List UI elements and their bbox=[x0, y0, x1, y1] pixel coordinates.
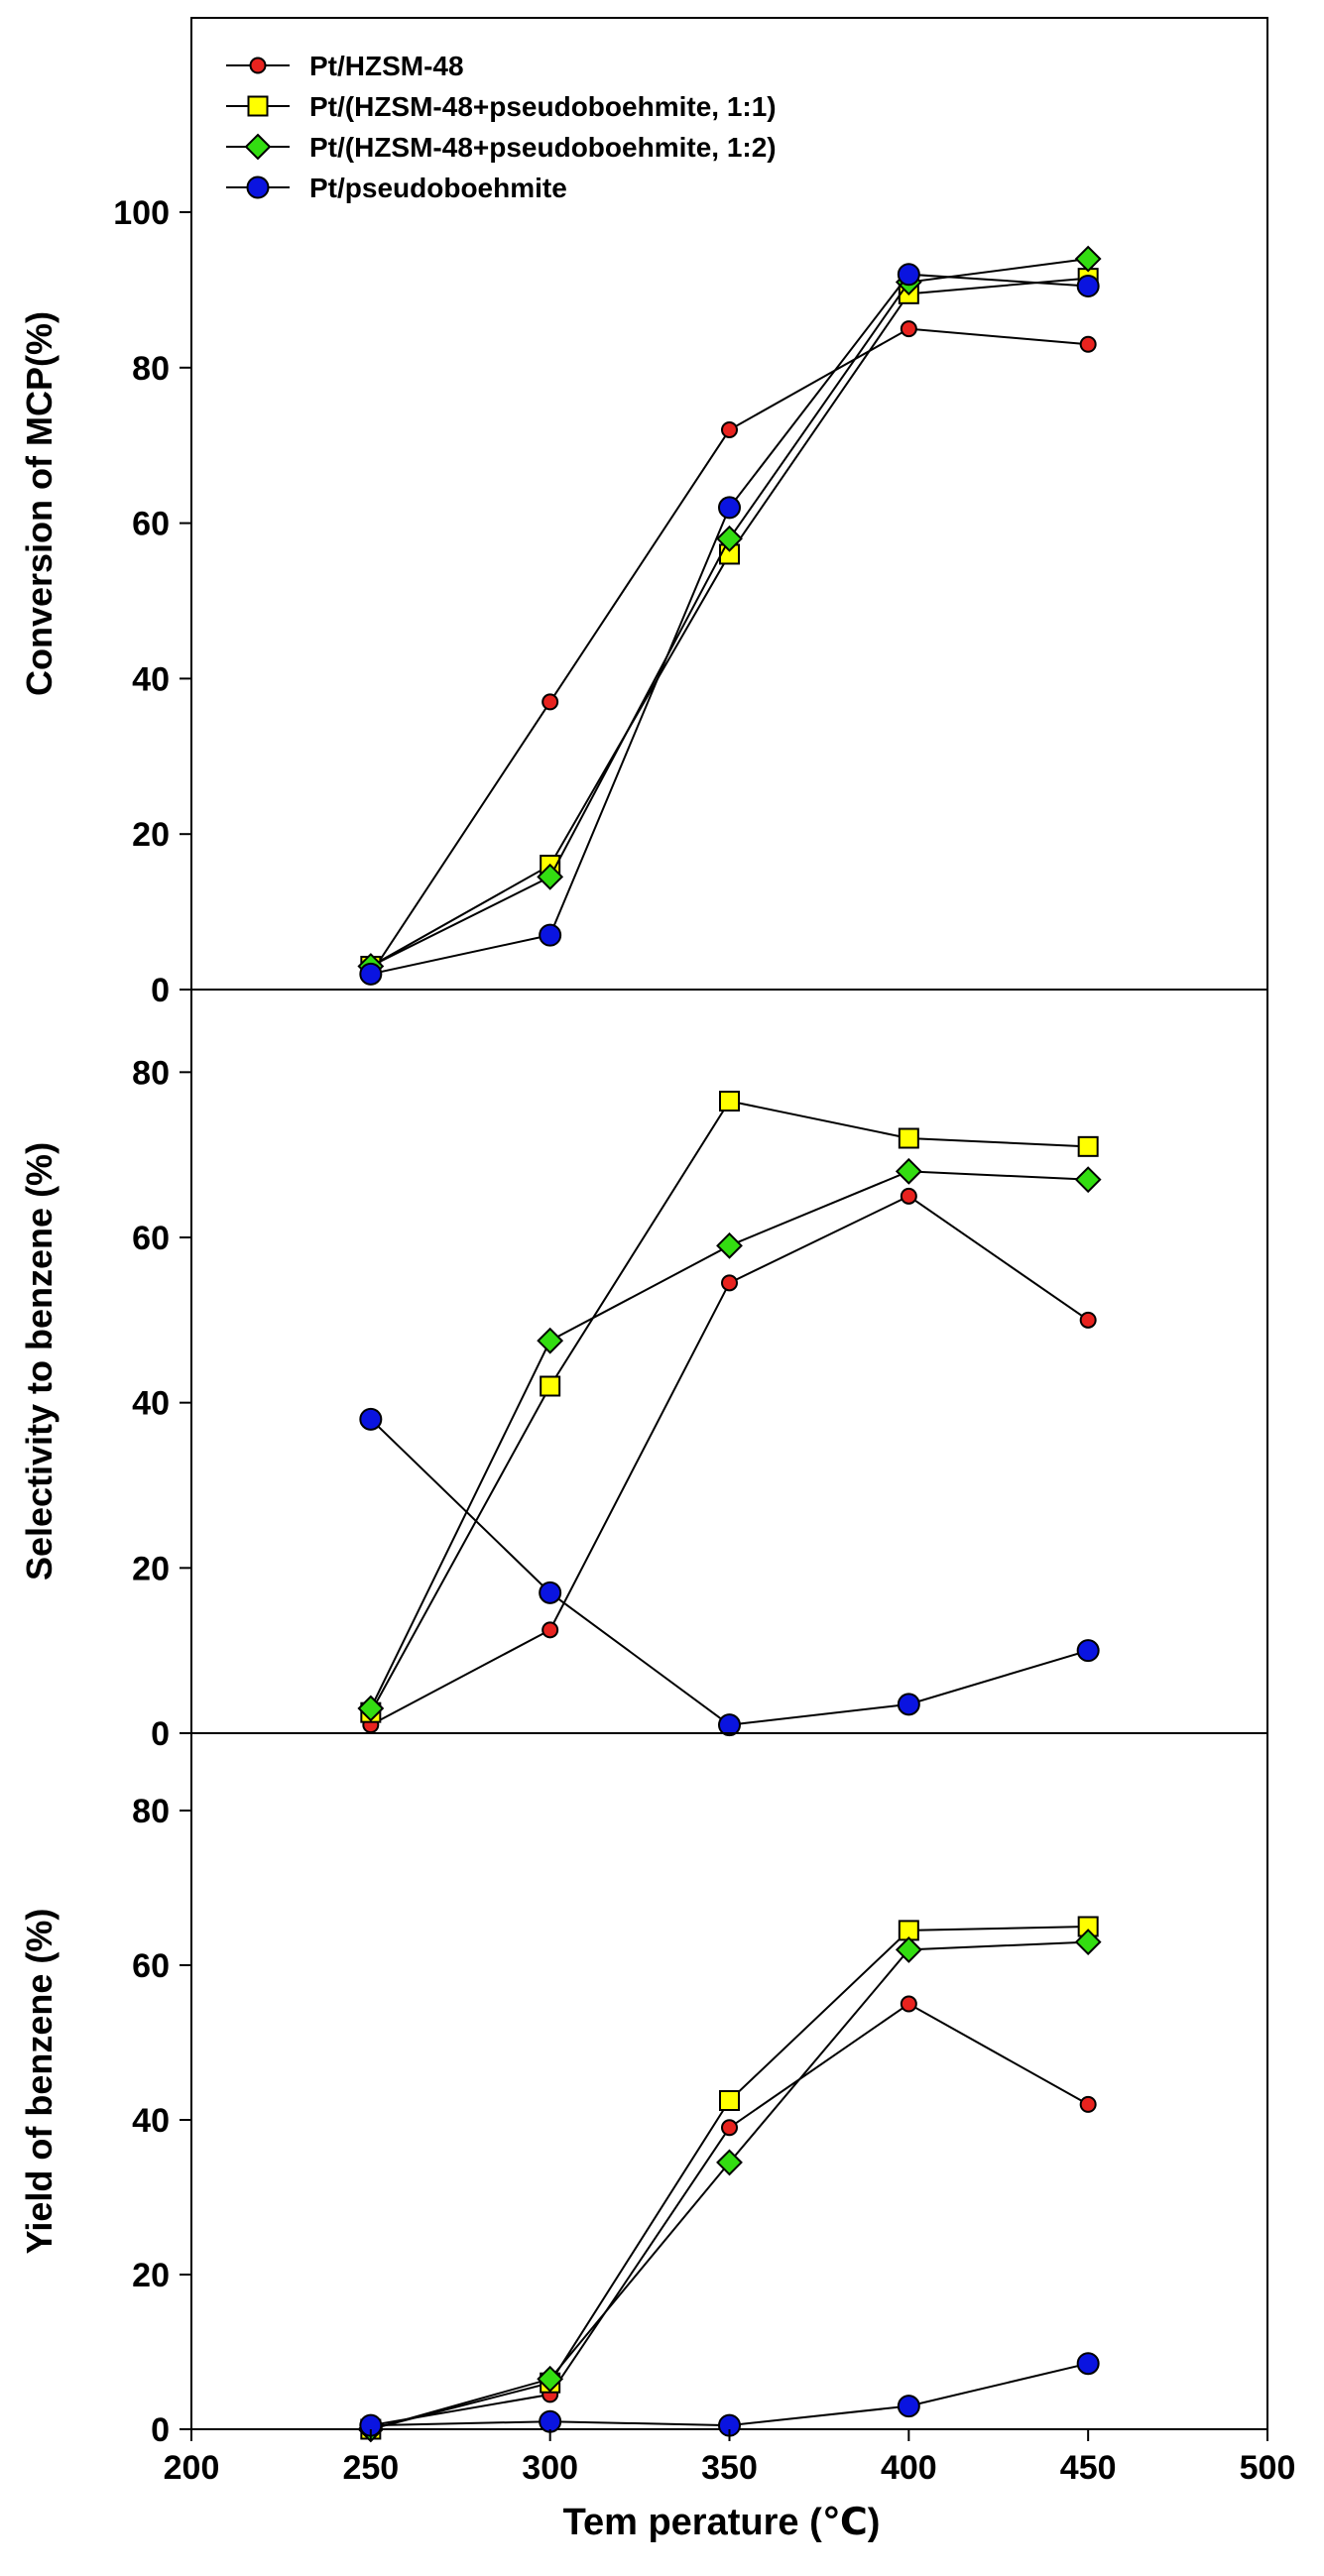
data-point bbox=[539, 1581, 562, 1604]
y-axis-label: Yield of benzene (%) bbox=[19, 1909, 60, 2255]
data-point bbox=[897, 263, 920, 287]
x-tick-label: 350 bbox=[701, 2449, 758, 2487]
data-point bbox=[718, 496, 741, 520]
data-point bbox=[542, 1621, 559, 1639]
data-point bbox=[895, 1157, 922, 1185]
data-point bbox=[540, 1375, 561, 1397]
data-point bbox=[895, 1935, 922, 1963]
data-point bbox=[716, 2149, 743, 2176]
x-tick-label: 200 bbox=[164, 2449, 220, 2487]
data-point bbox=[716, 1231, 743, 1259]
y-tick-label: 20 bbox=[132, 2257, 170, 2294]
data-point bbox=[359, 1407, 383, 1431]
legend-entry-1: Pt/HZSM-48 bbox=[226, 51, 464, 81]
data-point bbox=[718, 1713, 741, 1737]
y-tick-label: 80 bbox=[132, 350, 170, 388]
y-tick-label: 20 bbox=[132, 1550, 170, 1587]
y-tick-label: 40 bbox=[132, 2102, 170, 2140]
data-point bbox=[1074, 1929, 1102, 1956]
data-point bbox=[539, 923, 562, 947]
y-tick-label: 20 bbox=[132, 816, 170, 854]
y-axis-label: Conversion of MCP(%) bbox=[19, 311, 60, 696]
x-tick-label: 450 bbox=[1060, 2449, 1117, 2487]
x-axis-label: Tem perature (℃) bbox=[563, 2502, 881, 2543]
data-point bbox=[539, 2409, 562, 2433]
data-point bbox=[719, 2090, 740, 2111]
data-point bbox=[1079, 1311, 1097, 1329]
legend-marker bbox=[246, 176, 270, 199]
data-point bbox=[537, 2365, 564, 2393]
y-tick-label: 0 bbox=[151, 972, 170, 1009]
legend-label: Pt/HZSM-48 bbox=[309, 51, 464, 81]
panels: 0 20 40 60 80 100 Conversion of MCP(%) 0 20 40 60 8… bbox=[19, 17, 1296, 2543]
data-point bbox=[721, 2119, 738, 2137]
legend-marker bbox=[247, 95, 269, 117]
legend-label: Pt/pseudoboehmite bbox=[309, 173, 567, 203]
legend-entry-4: Pt/pseudoboehmite bbox=[226, 173, 567, 203]
data-point bbox=[1077, 1135, 1099, 1157]
data-point bbox=[900, 1187, 917, 1205]
legend-marker bbox=[244, 133, 272, 161]
data-point bbox=[900, 1995, 917, 2013]
y-tick-label: 40 bbox=[132, 1385, 170, 1423]
y-tick-label: 60 bbox=[132, 1947, 170, 1985]
legend-marker bbox=[249, 57, 267, 74]
data-point bbox=[719, 1091, 740, 1112]
legend-entry-2: Pt/(HZSM-48+pseudoboehmite, 1:1) bbox=[226, 91, 777, 122]
data-point bbox=[716, 525, 743, 552]
y-tick-label: 60 bbox=[132, 1220, 170, 1257]
data-point bbox=[721, 1274, 738, 1292]
data-point bbox=[359, 962, 383, 986]
x-axis: 200 250 300 350 400 450 500 Tem perature (℃) bbox=[164, 2429, 1296, 2543]
series-1 bbox=[362, 1187, 1097, 1734]
data-point bbox=[897, 2395, 920, 2418]
y-tick-label: 0 bbox=[151, 2411, 170, 2449]
y-axis-label: Selectivity to benzene (%) bbox=[19, 1142, 60, 1581]
y-tick-label: 60 bbox=[132, 506, 170, 543]
data-point bbox=[537, 1327, 564, 1354]
data-point bbox=[721, 421, 738, 439]
data-point bbox=[1076, 274, 1100, 297]
x-tick-label: 500 bbox=[1240, 2449, 1296, 2487]
y-tick-label: 80 bbox=[132, 1793, 170, 1830]
series-4 bbox=[359, 263, 1100, 986]
panel-selectivity: 0 20 40 60 80 Selectivity to benzene (%) bbox=[19, 989, 1268, 1753]
data-point bbox=[1074, 245, 1102, 273]
data-point bbox=[1076, 2352, 1100, 2376]
panel-conversion: 0 20 40 60 80 100 Conversion of MCP(%) bbox=[19, 17, 1268, 1009]
series-4 bbox=[359, 1407, 1100, 1737]
data-point bbox=[1076, 1639, 1100, 1663]
legend-entry-3: Pt/(HZSM-48+pseudoboehmite, 1:2) bbox=[226, 132, 777, 163]
data-point bbox=[898, 1127, 919, 1149]
data-point bbox=[1079, 2095, 1097, 2113]
data-point bbox=[357, 1695, 385, 1722]
data-point bbox=[897, 1693, 920, 1716]
x-tick-label: 300 bbox=[522, 2449, 578, 2487]
y-tick-label: 40 bbox=[132, 660, 170, 698]
y-tick-label: 100 bbox=[113, 194, 170, 232]
legend: Pt/HZSM-48 Pt/(HZSM-48+pseudoboehmite, 1:… bbox=[226, 51, 777, 203]
data-point bbox=[537, 863, 564, 890]
y-tick-label: 80 bbox=[132, 1054, 170, 1092]
data-point bbox=[1079, 335, 1097, 353]
x-tick-label: 400 bbox=[881, 2449, 937, 2487]
data-point bbox=[542, 693, 559, 711]
data-point bbox=[1074, 1166, 1102, 1194]
legend-label: Pt/(HZSM-48+pseudoboehmite, 1:2) bbox=[309, 132, 777, 163]
data-point bbox=[900, 320, 917, 338]
x-tick-label: 250 bbox=[342, 2449, 399, 2487]
y-tick-label: 0 bbox=[151, 1715, 170, 1753]
series-3 bbox=[357, 1157, 1102, 1722]
legend-label: Pt/(HZSM-48+pseudoboehmite, 1:1) bbox=[309, 91, 777, 122]
